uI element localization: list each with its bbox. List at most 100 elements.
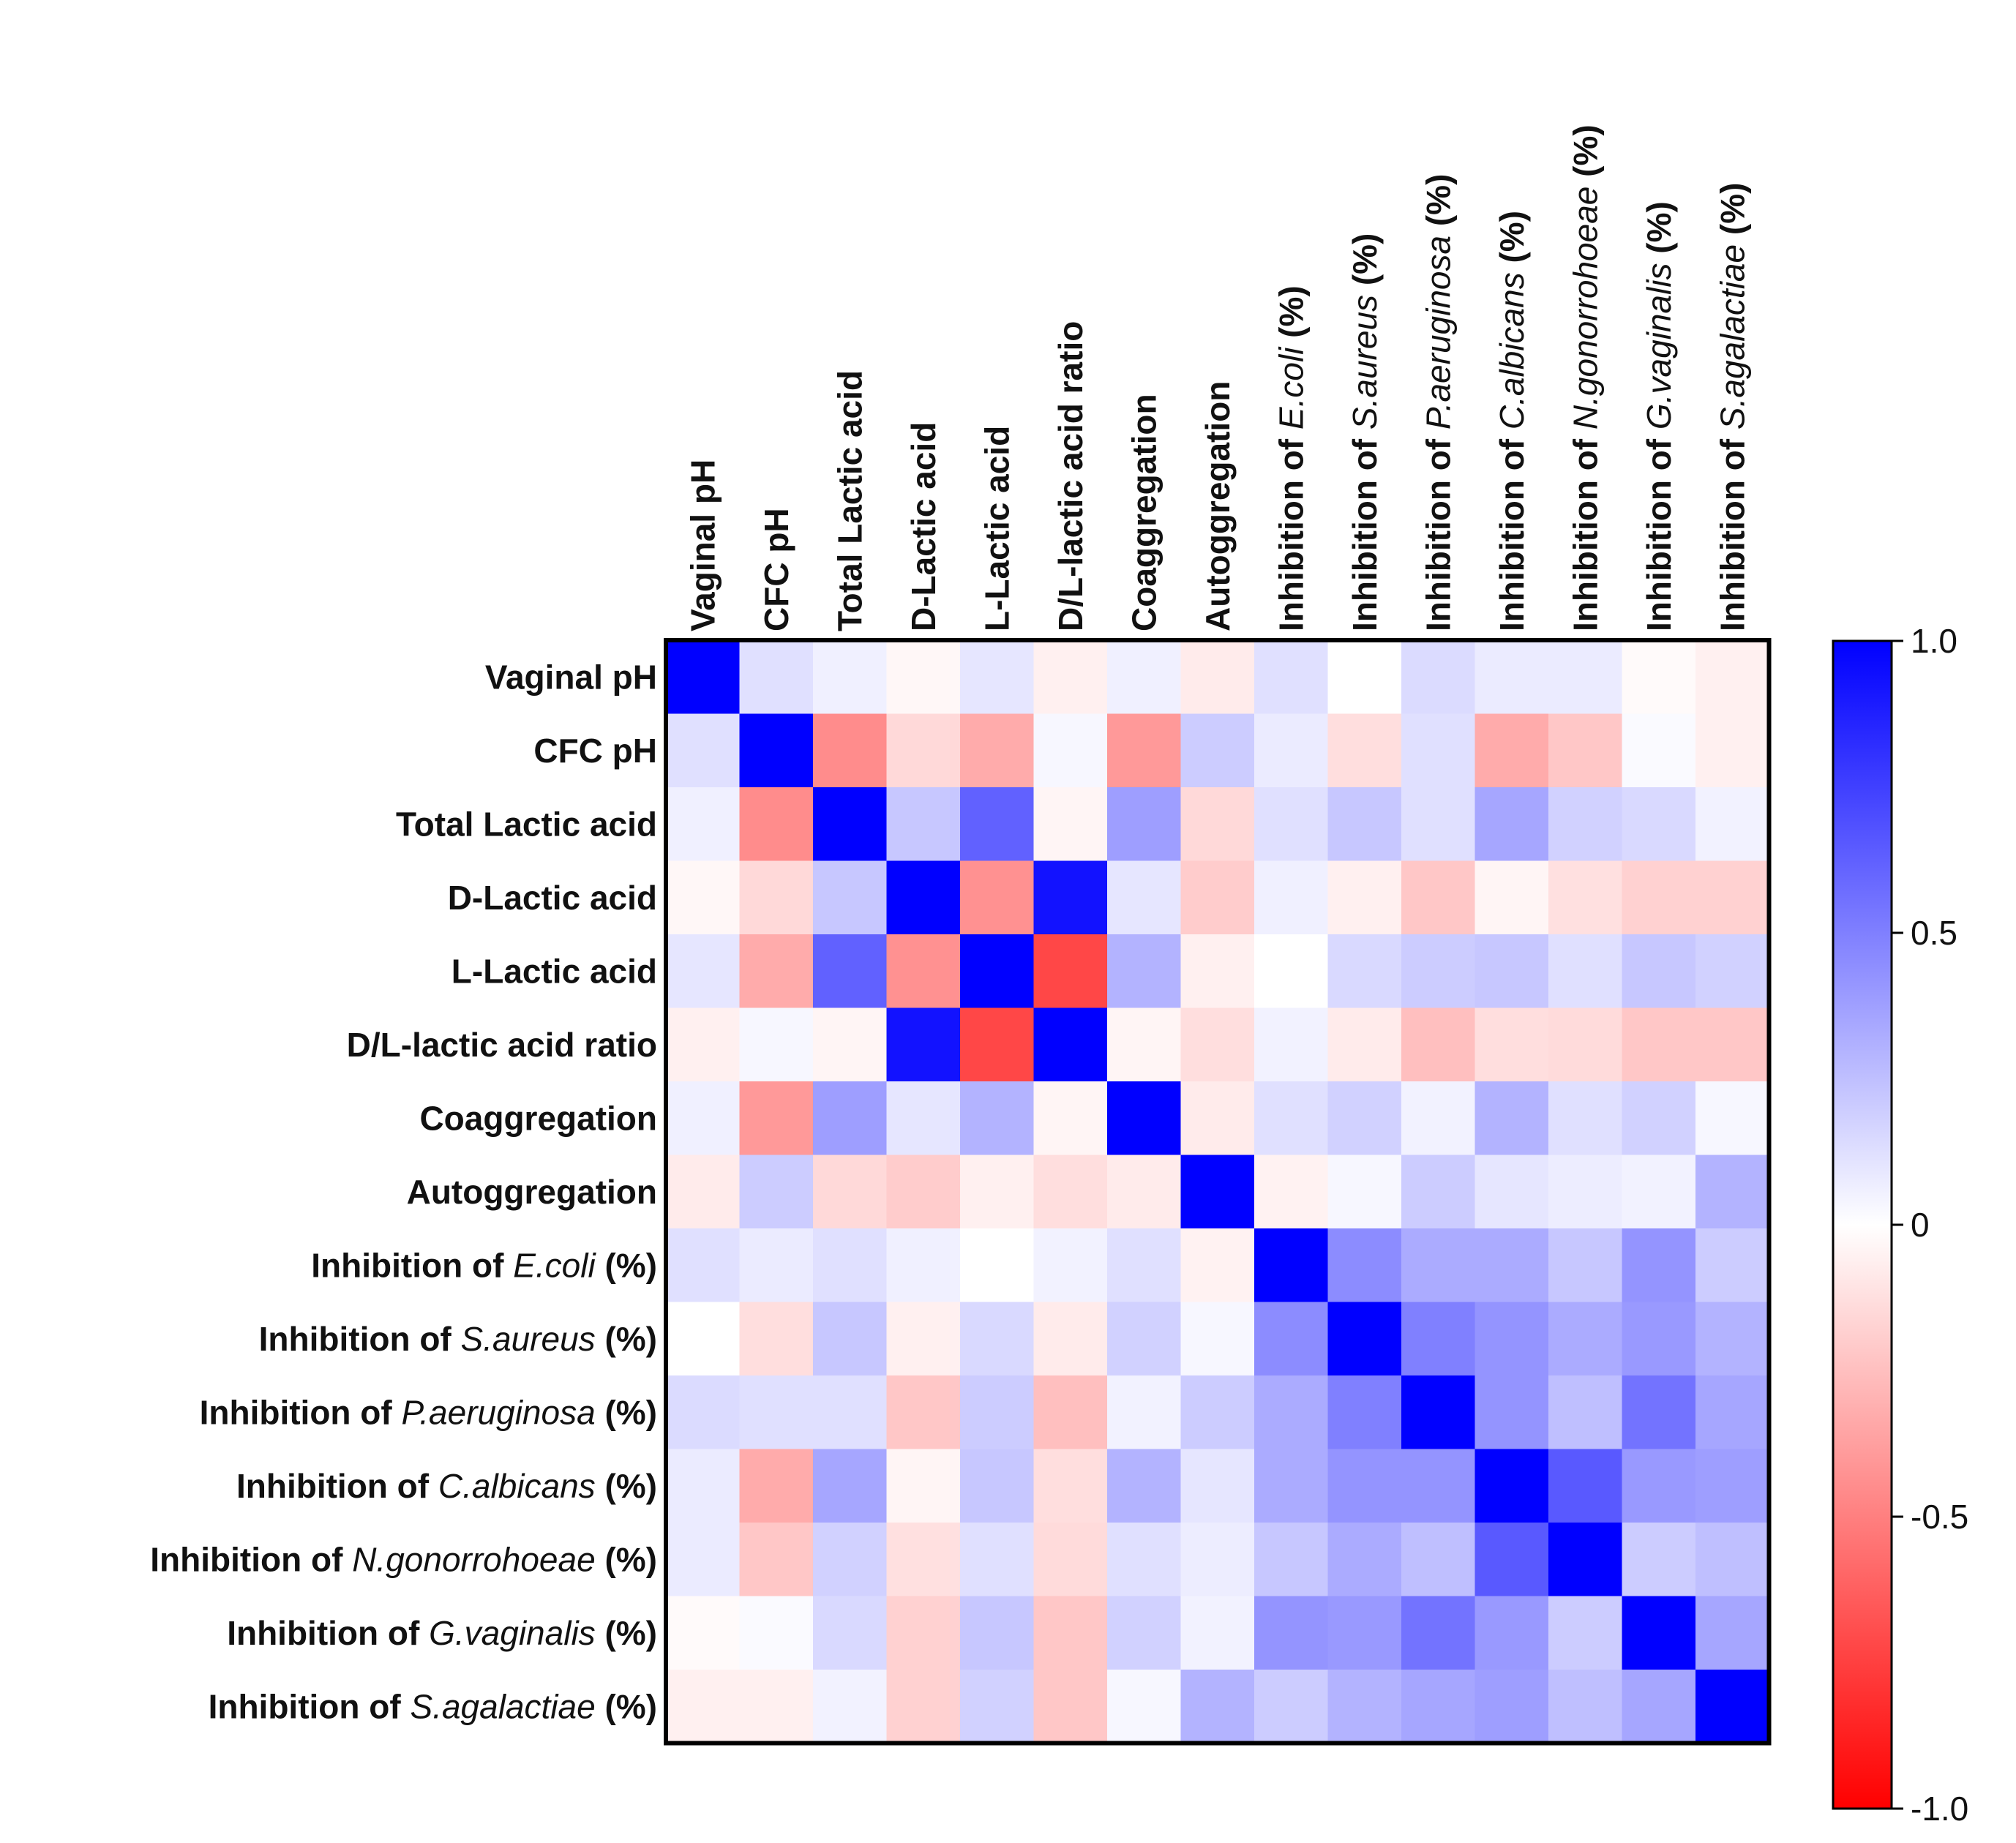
heatmap-cell: [739, 1523, 814, 1597]
row-label: Inhibition of N.gonorrohoeae (%): [150, 1540, 657, 1578]
heatmap-cell: [1474, 1007, 1549, 1082]
heatmap-cell: [1254, 1375, 1329, 1450]
row-label: Inhibition of S.agalactiae (%): [209, 1687, 657, 1725]
heatmap-cell: [1107, 1449, 1182, 1523]
heatmap-cell: [1401, 1375, 1476, 1450]
column-label-label-suffix: (%): [1566, 124, 1604, 186]
heatmap-cell: [1474, 1081, 1549, 1156]
column-label: Autoggregation: [1199, 381, 1237, 631]
heatmap-cell: [1254, 640, 1329, 715]
heatmap-cell: [1401, 1449, 1476, 1523]
column-label: L-Lactic acid: [978, 426, 1016, 631]
heatmap-cell: [813, 1081, 888, 1156]
colorbar-tick-label: -0.5: [1911, 1498, 1968, 1536]
heatmap-cell: [960, 1155, 1035, 1229]
heatmap-cell: [1033, 640, 1108, 715]
heatmap-cell: [1254, 787, 1329, 862]
heatmap-cell: [813, 713, 888, 788]
heatmap-cell: [960, 713, 1035, 788]
heatmap-cell: [1180, 640, 1255, 715]
heatmap-cell: [1327, 1007, 1402, 1082]
heatmap-cell: [666, 934, 741, 1009]
row-label-label-prefix: Inhibition of: [209, 1687, 411, 1725]
heatmap-cell: [813, 934, 888, 1009]
heatmap-cell: [1401, 1596, 1476, 1670]
heatmap-cell: [1254, 1302, 1329, 1376]
heatmap-cell: [886, 1155, 961, 1229]
heatmap-cell: [1254, 934, 1329, 1009]
row-label-label-species: G.vaginalis: [429, 1614, 596, 1652]
heatmap-cell: [666, 1449, 741, 1523]
column-label-label-prefix: D/L-lactic acid ratio: [1052, 321, 1090, 631]
column-label-label-species: N.gonorrohoeae: [1566, 187, 1604, 429]
row-label-label-suffix: (%): [596, 1393, 657, 1431]
heatmap-cell: [960, 1228, 1035, 1303]
heatmap-cell: [1401, 1228, 1476, 1303]
heatmap-cell: [1033, 1007, 1108, 1082]
heatmap-cell: [813, 860, 888, 935]
heatmap-cell: [1327, 1155, 1402, 1229]
row-label-label-suffix: (%): [596, 1540, 657, 1578]
column-label-label-suffix: (%): [1346, 233, 1384, 295]
heatmap-cell: [1695, 934, 1770, 1009]
heatmap-cell: [1695, 1449, 1770, 1523]
heatmap-cell: [739, 713, 814, 788]
heatmap-cell: [1180, 934, 1255, 1009]
heatmap-cell: [886, 787, 961, 862]
heatmap-cell: [1695, 1302, 1770, 1376]
heatmap-cell: [1622, 1449, 1696, 1523]
heatmap-cell: [1401, 1302, 1476, 1376]
heatmap-cell: [739, 787, 814, 862]
heatmap-cell: [1695, 1228, 1770, 1303]
heatmap-cell: [739, 1670, 814, 1744]
row-label: Total Lactic acid: [396, 805, 657, 843]
heatmap-cell: [960, 1081, 1035, 1156]
heatmap-cell: [1474, 1302, 1549, 1376]
heatmap-cell: [1180, 1228, 1255, 1303]
heatmap-cell: [960, 787, 1035, 862]
heatmap-cell: [813, 1007, 888, 1082]
heatmap-cell: [1180, 1523, 1255, 1597]
heatmap-cell: [739, 934, 814, 1009]
heatmap-cell: [1033, 1228, 1108, 1303]
row-label-label-prefix: Autoggregation: [407, 1173, 657, 1211]
heatmap-cell: [1548, 860, 1623, 935]
row-label: CFC pH: [533, 732, 657, 770]
column-label: D-Lactic acid: [904, 422, 943, 631]
heatmap-cell: [666, 1155, 741, 1229]
heatmap-cell: [960, 1375, 1035, 1450]
heatmap-cell: [1254, 713, 1329, 788]
column-label-label-prefix: Inhibition of: [1419, 429, 1457, 631]
heatmap-cell: [1548, 1449, 1623, 1523]
heatmap-cell: [1474, 640, 1549, 715]
heatmap-cell: [1180, 1670, 1255, 1744]
heatmap-cell: [1474, 1375, 1549, 1450]
heatmap-cell: [1180, 1007, 1255, 1082]
row-label-label-prefix: Coaggregation: [419, 1099, 657, 1137]
heatmap-cell: [666, 1375, 741, 1450]
column-label-label-prefix: CFC pH: [757, 508, 795, 631]
heatmap-cell: [960, 1007, 1035, 1082]
heatmap-cell: [1548, 1155, 1623, 1229]
heatmap-cell: [1548, 1375, 1623, 1450]
colorbar-tick-label: 0: [1911, 1206, 1930, 1244]
column-label: Vaginal pH: [683, 459, 722, 631]
heatmap-cell: [1622, 1007, 1696, 1082]
heatmap-cell: [1622, 1523, 1696, 1597]
heatmap-cell: [1401, 860, 1476, 935]
heatmap-cell: [1033, 787, 1108, 862]
column-label: Inhibition of S.aureus (%): [1346, 233, 1384, 631]
column-label-label-prefix: L-Lactic acid: [978, 426, 1016, 631]
column-label-label-prefix: Coaggregation: [1125, 394, 1163, 631]
heatmap-cell: [1254, 1523, 1329, 1597]
heatmap-cell: [1401, 640, 1476, 715]
heatmap-cell: [886, 1523, 961, 1597]
column-label-label-prefix: Inhibition of: [1272, 429, 1310, 631]
heatmap-cell: [1254, 1007, 1329, 1082]
heatmap-cell: [886, 1228, 961, 1303]
heatmap-cell: [1622, 713, 1696, 788]
heatmap-cell: [1548, 1302, 1623, 1376]
heatmap-cell: [739, 1007, 814, 1082]
heatmap-cell: [960, 1523, 1035, 1597]
